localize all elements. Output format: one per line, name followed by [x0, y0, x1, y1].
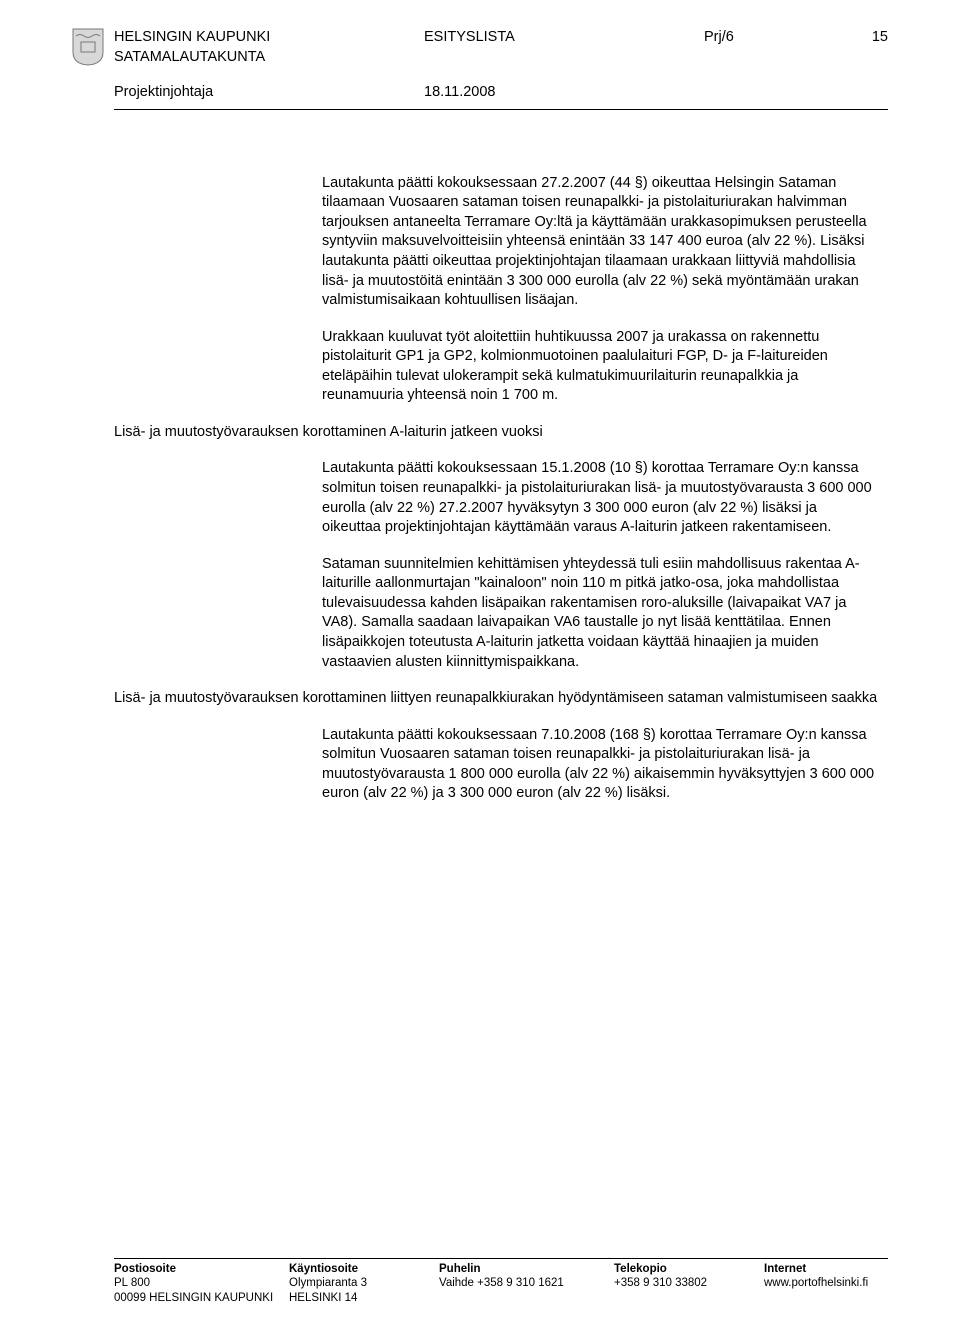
footer-internet-line: www.portofhelsinki.fi — [764, 1276, 888, 1290]
footer-fax-line: +358 9 310 33802 — [614, 1276, 764, 1290]
footer-phone-line: Vaihde +358 9 310 1621 — [439, 1276, 614, 1290]
footer-phone-head: Puhelin — [439, 1262, 614, 1276]
header-divider — [114, 109, 888, 110]
document-type: ESITYSLISTA — [424, 28, 704, 48]
section-heading: Lisä- ja muutostyövarauksen korottaminen… — [114, 689, 888, 709]
section-heading: Lisä- ja muutostyövarauksen korottaminen… — [114, 423, 888, 443]
footer-visit-line: HELSINKI 14 — [289, 1291, 439, 1305]
footer-visit-line: Olympiaranta 3 — [289, 1276, 439, 1290]
body-paragraph: Lautakunta päätti kokouksessaan 7.10.200… — [322, 726, 878, 804]
page-footer: Postiosoite PL 800 00099 HELSINGIN KAUPU… — [72, 1258, 888, 1305]
footer-postal-head: Postiosoite — [114, 1262, 289, 1276]
body-paragraph: Lautakunta päätti kokouksessaan 27.2.200… — [322, 174, 878, 311]
org-name-1: HELSINGIN KAUPUNKI — [114, 28, 424, 48]
org-name-2: SATAMALAUTAKUNTA — [114, 48, 888, 68]
author-role: Projektinjohtaja — [114, 83, 424, 103]
footer-fax-head: Telekopio — [614, 1262, 764, 1276]
footer-divider — [114, 1258, 888, 1259]
document-date: 18.11.2008 — [424, 83, 496, 103]
footer-postal-line: 00099 HELSINGIN KAUPUNKI — [114, 1291, 289, 1305]
footer-visit-head: Käyntiosoite — [289, 1262, 439, 1276]
city-crest-icon — [72, 28, 104, 66]
footer-internet-head: Internet — [764, 1262, 888, 1276]
document-reference: Prj/6 — [704, 28, 824, 48]
page-header: HELSINGIN KAUPUNKI ESITYSLISTA Prj/6 15 … — [72, 28, 888, 67]
footer-postal-line: PL 800 — [114, 1276, 289, 1290]
page-number: 15 — [824, 28, 888, 48]
body-paragraph: Lautakunta päätti kokouksessaan 15.1.200… — [322, 459, 878, 537]
body-paragraph: Sataman suunnitelmien kehittämisen yhtey… — [322, 555, 878, 672]
page-subheader: Projektinjohtaja 18.11.2008 — [114, 83, 888, 103]
body-paragraph: Urakkaan kuuluvat työt aloitettiin huhti… — [322, 328, 878, 406]
